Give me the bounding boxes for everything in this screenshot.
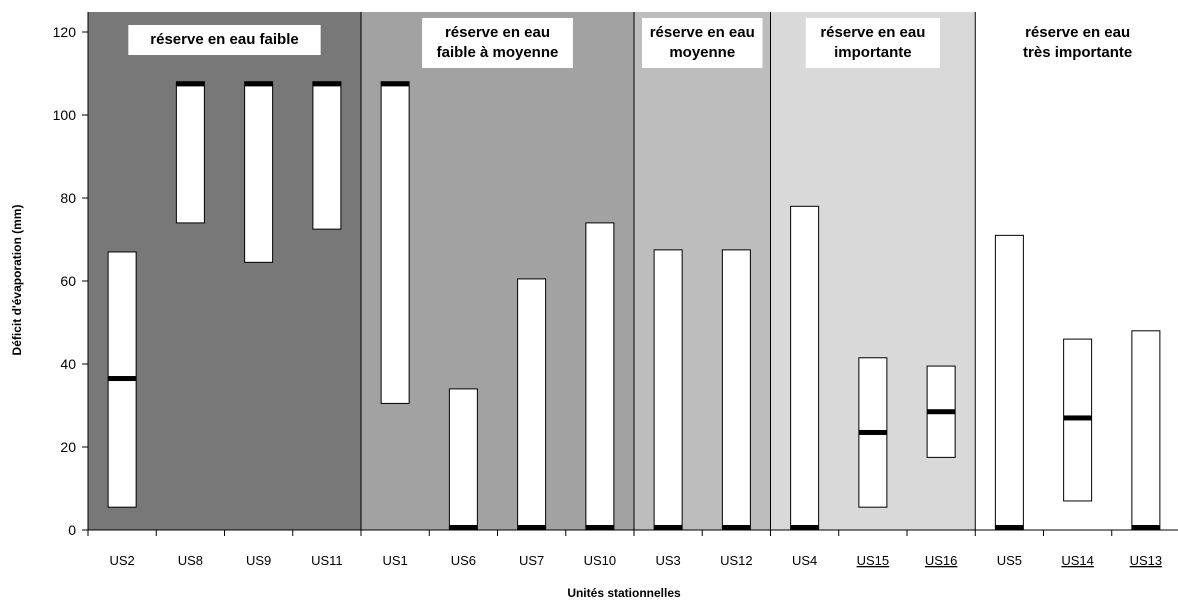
median-marker-US7: [517, 525, 546, 530]
x-tick-label-US15: US15: [857, 553, 890, 568]
x-tick-label-US8: US8: [178, 553, 203, 568]
range-bar-US10: [585, 222, 615, 531]
group-label-box-4: [805, 18, 940, 68]
group-label-2-line-1: réserve en eau: [445, 24, 550, 41]
group-labels: réserve en eau faible réserve en eau faibl…: [128, 18, 1132, 68]
range-bar-US5: [994, 234, 1024, 531]
group-label-5-line-1: réserve en eau: [1025, 24, 1130, 41]
group-label-3-line-1: réserve en eau: [650, 24, 755, 41]
median-marker-US16: [927, 409, 956, 415]
range-bar-US1: [380, 81, 410, 404]
median-marker-US1: [381, 81, 410, 87]
range-bar-US7: [517, 278, 547, 531]
median-marker-US5: [995, 525, 1024, 530]
x-tick-label-US9: US9: [246, 553, 271, 568]
y-tick-label-40: 40: [60, 356, 76, 372]
x-tick-label-US2: US2: [109, 553, 134, 568]
x-tick-label-US1: US1: [382, 553, 407, 568]
y-tick-label-0: 0: [68, 522, 76, 538]
x-tick-label-US12: US12: [720, 553, 753, 568]
range-bar-US11: [312, 81, 342, 230]
median-marker-US11: [312, 81, 341, 87]
group-label-5-line-2: très importante: [1023, 44, 1132, 61]
x-tick-label-US11: US11: [311, 553, 343, 568]
x-tick-label-US6: US6: [451, 553, 476, 568]
median-marker-US3: [654, 525, 683, 530]
range-bar-US6: [448, 388, 478, 531]
y-tick-label-120: 120: [53, 24, 77, 40]
axes-layer: 0 20 40 60 80 100 120 US2 US8 US9 US11 US1 US6 US7 US1…: [53, 12, 1178, 568]
x-axis-title: Unités stationnelles: [567, 586, 681, 600]
median-marker-US6: [449, 525, 478, 530]
x-tick-label-US7: US7: [519, 553, 544, 568]
median-marker-US13: [1131, 525, 1160, 530]
group-separators: [360, 12, 976, 530]
x-tick-label-US5: US5: [997, 553, 1022, 568]
median-marker-US12: [722, 525, 751, 530]
median-marker-US2: [108, 376, 137, 382]
group-label-4-line-2: importante: [834, 44, 912, 61]
x-tick-label-US14: US14: [1061, 553, 1094, 568]
median-marker-US8: [176, 81, 205, 87]
y-axis-title: Déficit d'évaporation (mm): [10, 205, 24, 356]
x-tick-label-US13: US13: [1130, 553, 1163, 568]
median-marker-US15: [858, 429, 887, 435]
group-label-box-1: [128, 25, 321, 55]
median-marker-US9: [244, 81, 273, 87]
range-bar-US8: [175, 81, 205, 224]
range-bar-US13: [1131, 330, 1161, 531]
group-label-box-2: [422, 18, 573, 68]
x-tick-label-US3: US3: [655, 553, 680, 568]
median-marker-US10: [585, 525, 614, 530]
range-bar-US4: [790, 205, 820, 531]
group-label-1-line-1: réserve en eau faible: [150, 31, 298, 48]
y-tick-label-20: 20: [60, 439, 76, 455]
x-tick-label-US10: US10: [584, 553, 617, 568]
bars-layer: [107, 81, 1161, 531]
x-tick-label-US16: US16: [925, 553, 958, 568]
y-tick-label-100: 100: [53, 107, 77, 123]
range-bar-US3: [653, 249, 683, 531]
median-marker-US4: [790, 525, 819, 530]
group-label-box-3: [642, 18, 763, 68]
median-marker-US14: [1063, 415, 1092, 421]
y-tick-label-80: 80: [60, 190, 76, 206]
group-label-2-line-2: faible à moyenne: [437, 44, 559, 61]
range-bar-US12: [721, 249, 751, 531]
group-label-4-line-1: réserve en eau: [820, 24, 925, 41]
x-tick-label-US4: US4: [792, 553, 817, 568]
group-label-3-line-2: moyenne: [669, 44, 735, 61]
range-bar-US9: [244, 81, 274, 263]
y-tick-label-60: 60: [60, 273, 76, 289]
